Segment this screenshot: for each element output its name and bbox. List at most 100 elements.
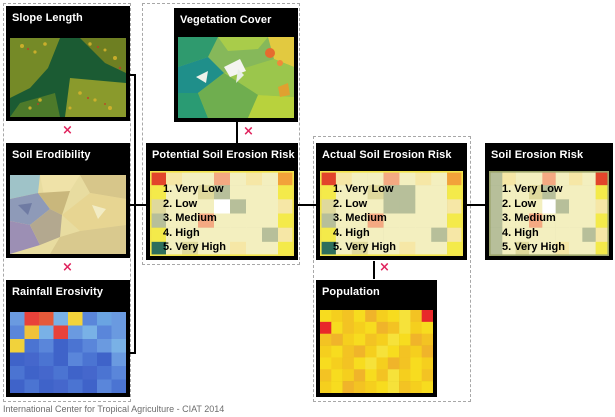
raster-cell [53, 352, 69, 367]
raster-cell [150, 213, 167, 228]
raster-cell [39, 366, 54, 380]
raster-cell [383, 227, 400, 243]
raster-cell [278, 171, 294, 186]
rainfall-erosivity-grid [10, 312, 126, 393]
raster-cell [431, 227, 448, 243]
raster-cell [353, 321, 366, 335]
raster-cell [182, 171, 199, 186]
raster-cell [399, 310, 411, 323]
raster-cell [582, 227, 596, 243]
raster-cell [230, 227, 247, 243]
raster-cell [529, 185, 543, 200]
raster-cell [399, 333, 411, 346]
raster-cell [376, 369, 389, 382]
raster-cell [24, 325, 40, 340]
raster-cell [39, 379, 54, 393]
raster-cell [320, 227, 337, 243]
inputs-group-right [313, 136, 471, 402]
raster-cell [150, 241, 167, 256]
raster-cell [320, 185, 337, 200]
raster-cell [68, 379, 83, 393]
raster-cell [431, 185, 448, 200]
raster-cell [342, 369, 355, 382]
credit-text: International Center for Tropical Agricu… [3, 404, 225, 414]
raster-cell [182, 213, 199, 228]
raster-cell [198, 185, 215, 200]
raster-cell [351, 227, 368, 243]
raster-cell [10, 339, 25, 353]
raster-cell [421, 381, 433, 393]
raster-cell [342, 333, 355, 346]
raster-cell [166, 241, 183, 256]
raster-cell [367, 227, 384, 243]
raster-cell [555, 185, 570, 200]
raster-cell [555, 241, 570, 256]
raster-cell [342, 310, 355, 323]
raster-cell [399, 171, 416, 186]
raster-cell [447, 199, 463, 214]
risk-legend: 1. Very Low 2. Low 3. Medium 4. High 5. … [333, 182, 396, 255]
raster-cell [410, 321, 422, 335]
legend-item: 4. High [163, 226, 200, 239]
raster-cell [555, 213, 570, 228]
raster-cell [353, 333, 366, 346]
raster-cell [97, 379, 112, 393]
legend-item: 3. Medium [502, 212, 556, 225]
panel-title: Population [322, 286, 380, 298]
raster-cell [82, 379, 98, 393]
raster-cell [198, 227, 215, 243]
raster-cell [331, 333, 343, 346]
raster-cell [214, 199, 231, 214]
raster-cell [68, 339, 83, 353]
inputs-group-left [3, 3, 131, 402]
raster-cell [198, 171, 215, 186]
raster-cell [365, 345, 377, 358]
raster-cell [214, 241, 231, 256]
raster-cell [365, 321, 377, 335]
raster-cell [383, 241, 400, 256]
raster-cell [150, 227, 167, 243]
raster-cell [410, 310, 422, 323]
raster-cell [569, 213, 583, 228]
raster-cell [447, 185, 463, 200]
raster-cell [410, 357, 422, 370]
legend-item: 3. Medium [163, 212, 217, 225]
raster-cell [447, 241, 463, 256]
raster-cell [383, 185, 400, 200]
raster-cell [502, 227, 516, 243]
raster-cell [367, 213, 384, 228]
vegetation-cover-map [178, 37, 294, 118]
raster-cell [39, 325, 54, 340]
raster-cell [353, 310, 366, 323]
raster-cell [320, 310, 332, 323]
raster-cell [399, 227, 416, 243]
raster-cell [376, 333, 389, 346]
raster-cell [431, 213, 448, 228]
raster-cell [529, 227, 543, 243]
slope-length-map [10, 38, 126, 117]
raster-cell [447, 171, 463, 186]
raster-cell [376, 321, 389, 335]
raster-cell [515, 171, 530, 186]
raster-cell [569, 241, 583, 256]
raster-cell [421, 345, 433, 358]
legend-item: 4. High [333, 226, 370, 239]
raster-cell [246, 213, 263, 228]
raster-cell [353, 345, 366, 358]
raster-cell [410, 381, 422, 393]
raster-cell [111, 379, 126, 393]
raster-cell [166, 199, 183, 214]
raster-cell [53, 325, 69, 340]
raster-cell [111, 312, 126, 326]
raster-cell [383, 213, 400, 228]
raster-cell [262, 185, 279, 200]
raster-cell [82, 366, 98, 380]
raster-cell [376, 357, 389, 370]
raster-cell [331, 381, 343, 393]
raster-cell [230, 199, 247, 214]
raster-cell [111, 339, 126, 353]
raster-cell [182, 227, 199, 243]
raster-cell [529, 171, 543, 186]
raster-cell [595, 227, 609, 243]
raster-cell [569, 199, 583, 214]
